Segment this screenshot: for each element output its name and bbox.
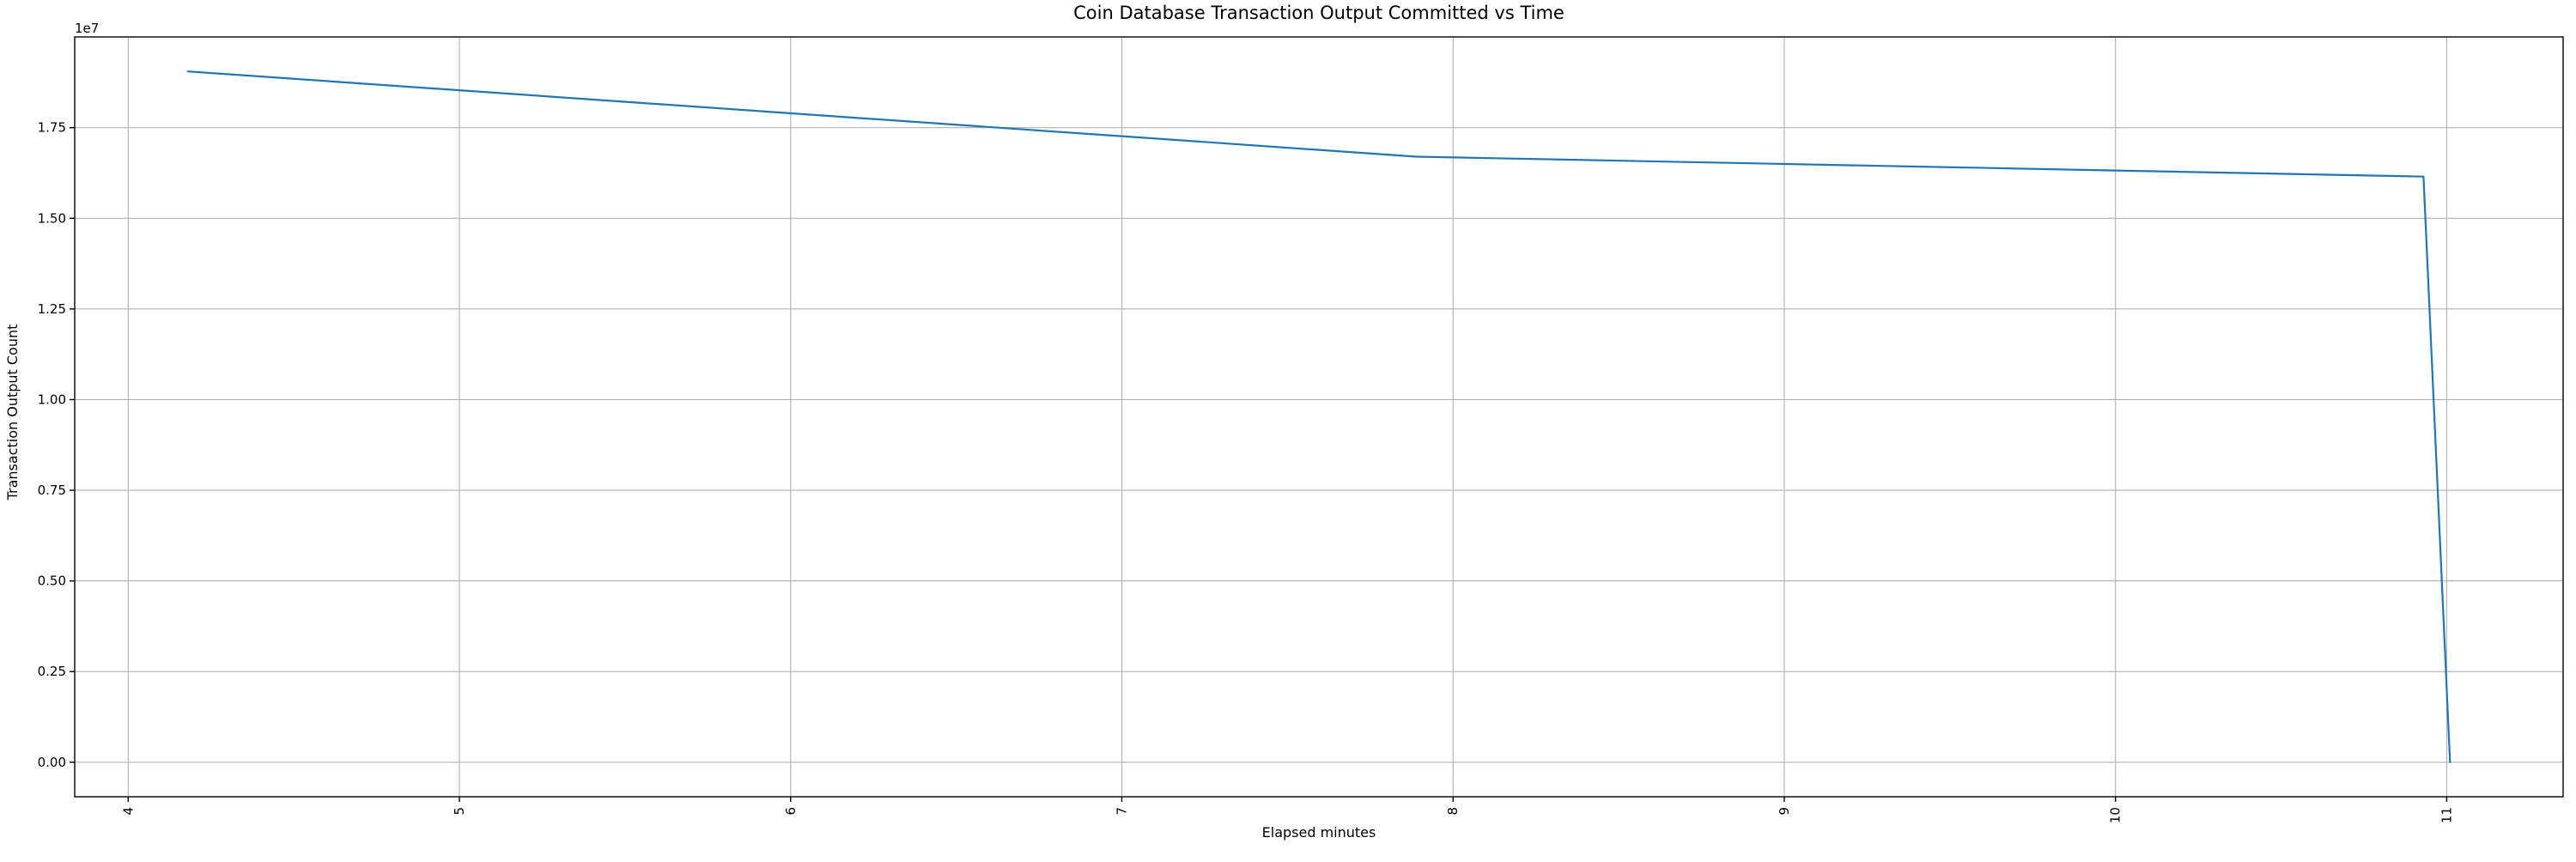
y-tick-label: 0.00 bbox=[38, 755, 66, 770]
y-tick-label: 0.50 bbox=[38, 574, 66, 589]
y-tick-label: 1.00 bbox=[38, 392, 66, 407]
y-tick-label: 1.25 bbox=[38, 301, 66, 317]
y-axis-offset-label: 1e7 bbox=[75, 21, 99, 36]
y-tick-label: 0.25 bbox=[38, 664, 66, 679]
x-tick-label: 6 bbox=[783, 807, 799, 816]
x-tick-label: 5 bbox=[452, 807, 467, 816]
x-tick-label: 11 bbox=[2439, 807, 2454, 823]
y-axis-label: Transaction Output Count bbox=[4, 325, 21, 501]
chart-title: Coin Database Transaction Output Committ… bbox=[1073, 3, 1564, 23]
y-tick-label: 0.75 bbox=[38, 483, 66, 498]
x-tick-label: 8 bbox=[1445, 807, 1461, 816]
x-tick-label: 7 bbox=[1114, 807, 1129, 816]
x-tick-label: 9 bbox=[1777, 807, 1792, 816]
plot-spines bbox=[74, 36, 2564, 798]
y-tick-label: 1.75 bbox=[38, 120, 66, 136]
data-line bbox=[186, 70, 2451, 763]
chart-generated-layer: 4 5 6 7 8 9 10 11 0.00 0.25 0.50 0.75 1.00 1.25 1.50 1.… bbox=[38, 36, 2564, 823]
x-tick-label: 10 bbox=[2108, 807, 2123, 823]
x-tick-label: 4 bbox=[120, 807, 136, 816]
y-tick-label: 1.50 bbox=[38, 210, 66, 226]
x-axis-label: Elapsed minutes bbox=[1262, 824, 1376, 841]
